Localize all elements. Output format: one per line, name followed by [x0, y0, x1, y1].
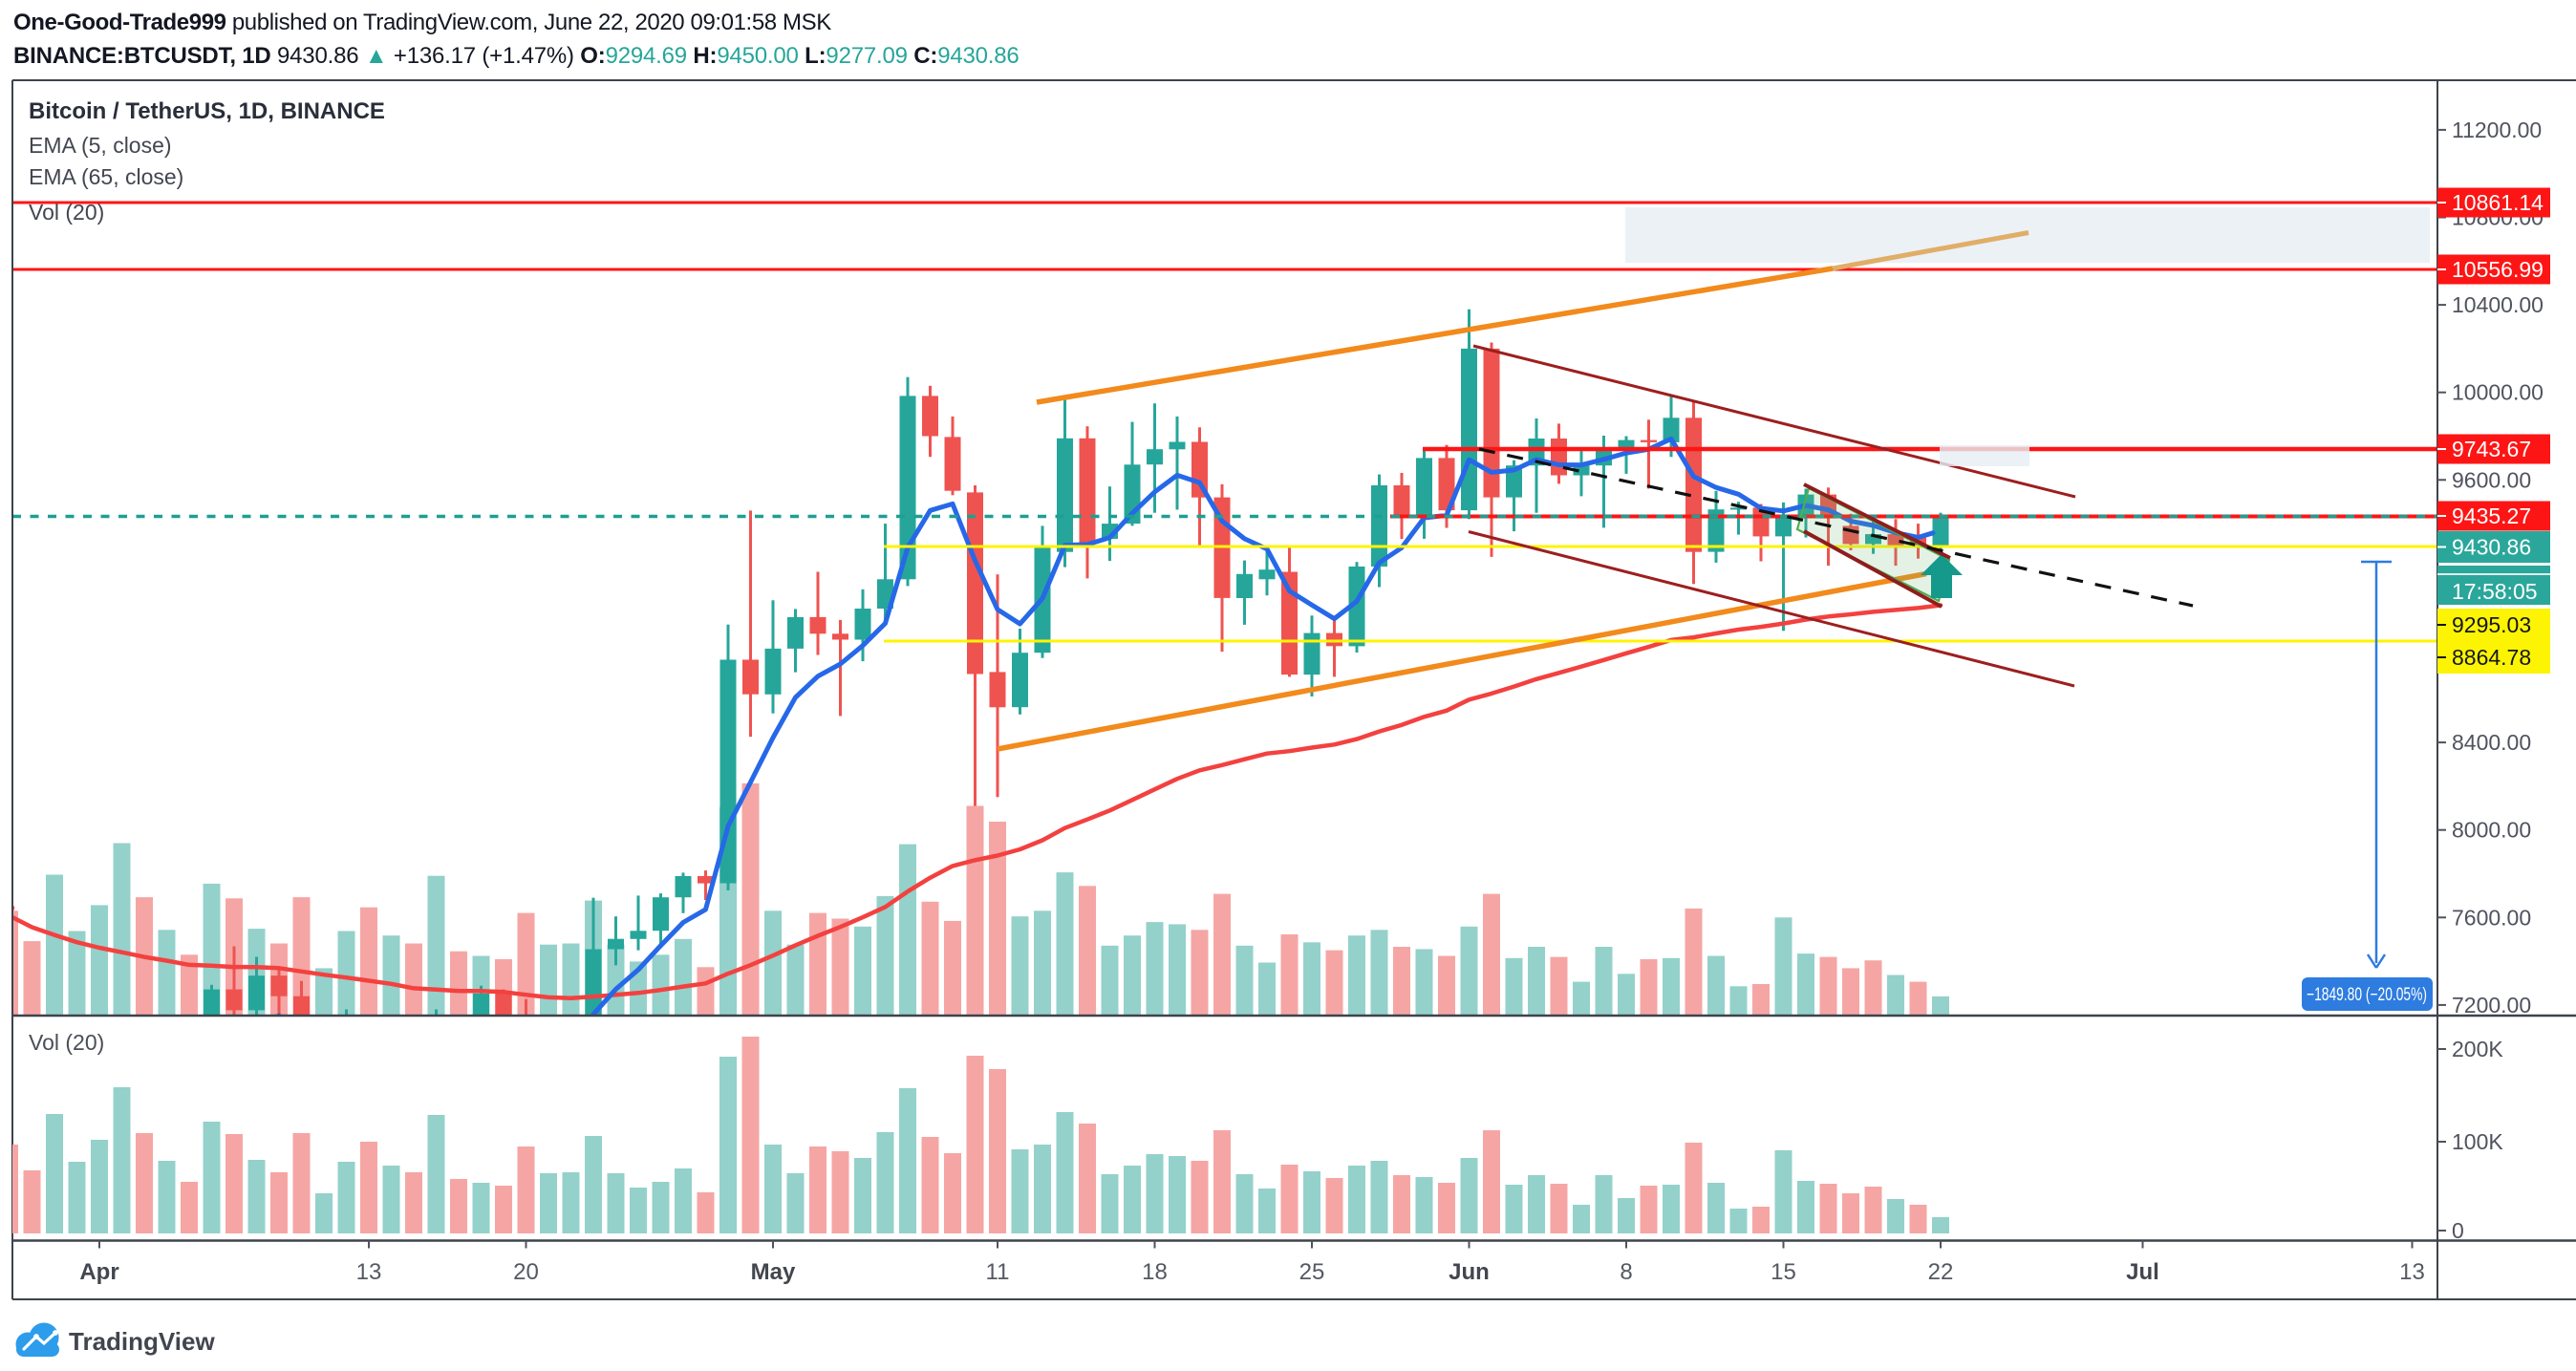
svg-text:Jul: Jul [2126, 1259, 2159, 1285]
svg-text:Vol (20): Vol (20) [29, 1030, 104, 1055]
svg-text:TradingView: TradingView [69, 1327, 215, 1356]
svg-text:11200.00: 11200.00 [2452, 118, 2542, 142]
svg-text:Vol (20): Vol (20) [29, 200, 104, 225]
svg-text:10556.99: 10556.99 [2452, 257, 2544, 282]
svg-text:9430.86: 9430.86 [2452, 535, 2531, 560]
svg-text:200K: 200K [2452, 1037, 2503, 1061]
svg-text:EMA (65, close): EMA (65, close) [29, 164, 183, 189]
svg-text:Apr: Apr [79, 1259, 118, 1285]
svg-text:10400.00: 10400.00 [2452, 292, 2544, 317]
svg-text:9743.67: 9743.67 [2452, 437, 2531, 461]
svg-text:10000.00: 10000.00 [2452, 380, 2544, 405]
svg-text:9295.03: 9295.03 [2452, 612, 2531, 637]
svg-text:8000.00: 8000.00 [2452, 818, 2531, 843]
svg-text:13: 13 [2399, 1259, 2425, 1285]
svg-text:20: 20 [513, 1259, 539, 1285]
svg-text:18: 18 [1142, 1259, 1168, 1285]
svg-text:Bitcoin / TetherUS, 1D, BINANC: Bitcoin / TetherUS, 1D, BINANCE [29, 98, 385, 124]
svg-text:100K: 100K [2452, 1129, 2503, 1154]
svg-text:13: 13 [356, 1259, 382, 1285]
svg-text:7200.00: 7200.00 [2452, 993, 2531, 1018]
svg-text:10861.14: 10861.14 [2452, 190, 2544, 215]
svg-text:7600.00: 7600.00 [2452, 905, 2531, 930]
svg-text:0: 0 [2452, 1218, 2464, 1243]
svg-text:25: 25 [1299, 1259, 1325, 1285]
svg-text:15: 15 [1771, 1259, 1796, 1285]
svg-text:−1849.80 (−20.05%): −1849.80 (−20.05%) [2307, 985, 2427, 1005]
svg-text:8400.00: 8400.00 [2452, 730, 2531, 755]
svg-text:EMA (5, close): EMA (5, close) [29, 133, 172, 158]
svg-text:One-Good-Trade999 published on: One-Good-Trade999 published on TradingVi… [13, 10, 831, 35]
svg-text:11: 11 [986, 1259, 1010, 1285]
svg-text:9600.00: 9600.00 [2452, 467, 2531, 492]
svg-text:17:58:05: 17:58:05 [2452, 579, 2538, 604]
svg-text:22: 22 [1928, 1259, 1954, 1285]
svg-text:8: 8 [1620, 1259, 1632, 1285]
svg-text:May: May [751, 1259, 796, 1285]
svg-text:8864.78: 8864.78 [2452, 645, 2531, 670]
svg-text:BINANCE:BTCUSDT, 1D 9430.86 ▲: BINANCE:BTCUSDT, 1D 9430.86 ▲ +136.17 (+… [13, 43, 1020, 69]
svg-text:Jun: Jun [1449, 1259, 1490, 1285]
svg-text:9435.27: 9435.27 [2452, 503, 2531, 528]
